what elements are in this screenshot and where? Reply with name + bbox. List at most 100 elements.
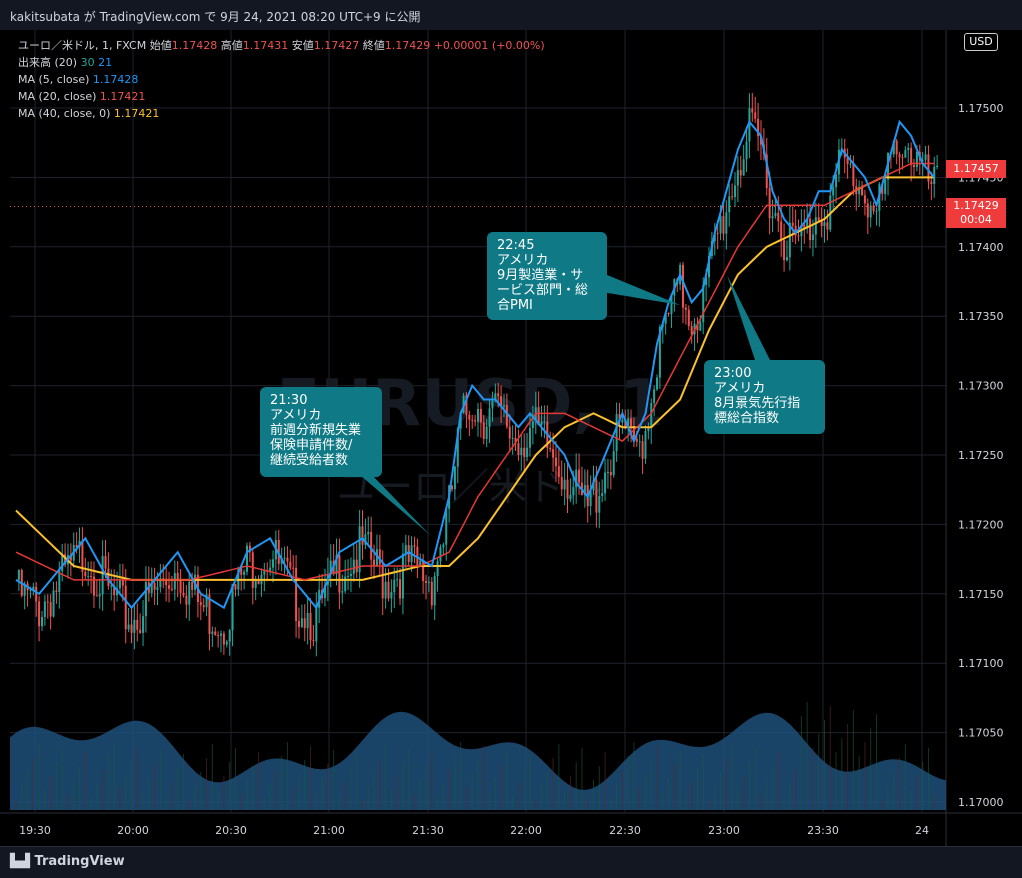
tradingview-logo[interactable]: ▙▟ TradingView: [10, 854, 125, 869]
candle-body: [554, 457, 557, 467]
candle-body: [465, 395, 468, 415]
legend-symbol[interactable]: ユーロ／米ドル, 1, FXCM: [18, 39, 147, 52]
candle-body: [806, 218, 809, 229]
candle-body: [81, 540, 84, 572]
candle-body: [872, 205, 875, 212]
candle-body: [785, 257, 788, 261]
candle-body: [323, 584, 326, 599]
candle-body: [543, 421, 546, 423]
candle-body: [869, 205, 872, 218]
candle-body: [110, 585, 113, 587]
annotation-pointer: [360, 475, 430, 535]
annotation-line: 8月景気先行指: [714, 396, 801, 411]
candle-body: [609, 471, 612, 476]
candle-body: [35, 586, 38, 602]
candle-body: [107, 568, 110, 586]
candle-body: [540, 421, 543, 425]
x-tick-label: 21:00: [313, 824, 345, 837]
candle-body: [243, 571, 246, 575]
annotation-line: 継続受給者数: [270, 453, 349, 468]
legend-change: +0.00001 (+0.00%): [433, 39, 545, 52]
candle-body: [231, 584, 234, 631]
candle-body: [482, 422, 485, 439]
chart-legend: ユーロ／米ドル, 1, FXCM 始値1.17428 高値1.17431 安値1…: [18, 37, 545, 122]
candle-body: [456, 428, 459, 467]
price-chart[interactable]: 1.17000 1.17050 1.17100 1.17150 1.17200 1.172…: [0, 30, 1022, 846]
legend-ma20-label: MA (20, close): [18, 90, 97, 103]
candle-body: [347, 575, 350, 577]
candle-body: [170, 588, 173, 590]
candle-body: [199, 602, 202, 606]
annotation-line: 9月製造業・サ: [497, 268, 584, 283]
candle-body: [852, 163, 855, 187]
currency-selector[interactable]: USD: [964, 33, 998, 51]
x-tick-label: 23:30: [807, 824, 839, 837]
candle-body: [61, 554, 64, 572]
annotation-pointer: [727, 275, 770, 360]
annotation-jobless-claims[interactable]: 21:30 アメリカ 前週分新規失業 保険申請件数/ 継続受給者数: [260, 387, 382, 477]
candle-body: [494, 393, 497, 401]
candle-body: [87, 575, 90, 577]
candle-body: [165, 580, 168, 586]
candle-body: [75, 544, 78, 548]
candle-body: [635, 438, 638, 442]
candle-body: [55, 590, 58, 592]
candle-body: [930, 181, 933, 184]
candle-body: [716, 233, 719, 235]
candle-body: [407, 545, 410, 563]
annotation-time: 21:30: [270, 393, 308, 408]
legend-ma40-value: 1.17421: [113, 107, 160, 120]
candle-body: [118, 580, 121, 589]
x-tick-label: 22:30: [609, 824, 641, 837]
candle-body: [630, 418, 633, 426]
annotation-pmi[interactable]: 22:45 アメリカ 9月製造業・サ ービス部門・総 合PMI: [487, 232, 607, 320]
candle-body: [664, 312, 667, 324]
candle-body: [211, 631, 214, 634]
candle-body: [927, 154, 930, 182]
candle-body: [898, 154, 901, 158]
candle-body: [765, 154, 768, 189]
candle-body: [915, 151, 918, 168]
candle-body: [682, 264, 685, 308]
candle-body: [173, 573, 176, 590]
candle-body: [17, 569, 20, 580]
candle-body: [32, 586, 35, 590]
candle-body: [557, 466, 560, 478]
candle-body: [526, 447, 529, 457]
annotation-line: 保険申請件数/: [270, 438, 353, 453]
candle-body: [127, 624, 130, 630]
candle-body: [921, 159, 924, 161]
candle-body: [104, 556, 107, 569]
candle-body: [861, 187, 864, 196]
candle-body: [23, 583, 26, 596]
legend-ma20-row[interactable]: MA (20, close) 1.17421: [18, 88, 545, 105]
candle-body: [621, 419, 624, 423]
candle-body: [511, 438, 514, 440]
legend-volume-row[interactable]: 出来高 (20) 30 21: [18, 54, 545, 71]
candle-body: [142, 616, 145, 633]
candle-body: [488, 408, 491, 427]
candle-body: [670, 295, 673, 315]
candle-body: [451, 485, 454, 490]
annotation-leading-index[interactable]: 23:00 アメリカ 8月景気先行指 標総合指数: [704, 360, 825, 434]
candle-body: [156, 587, 159, 590]
legend-ma40-row[interactable]: MA (40, close, 0) 1.17421: [18, 105, 545, 122]
candle-body: [638, 441, 641, 443]
candle-body: [433, 576, 436, 606]
candle-body: [477, 408, 479, 422]
candle-body: [225, 641, 228, 645]
candle-body: [185, 595, 188, 605]
x-tick-label: 19:30: [19, 824, 51, 837]
legend-ma5-row[interactable]: MA (5, close) 1.17428: [18, 71, 545, 88]
candle-body: [303, 618, 306, 629]
candle-body: [658, 326, 661, 378]
annotation-time: 22:45: [497, 238, 535, 253]
candle-body: [52, 590, 55, 617]
candle-body: [632, 425, 635, 439]
candle-body: [254, 580, 257, 588]
candle-body: [725, 212, 728, 234]
legend-ma40-label: MA (40, close, 0): [18, 107, 111, 120]
ma20-line: [15, 162, 935, 581]
candle-body: [875, 210, 878, 212]
annotation-line: アメリカ: [714, 381, 766, 396]
